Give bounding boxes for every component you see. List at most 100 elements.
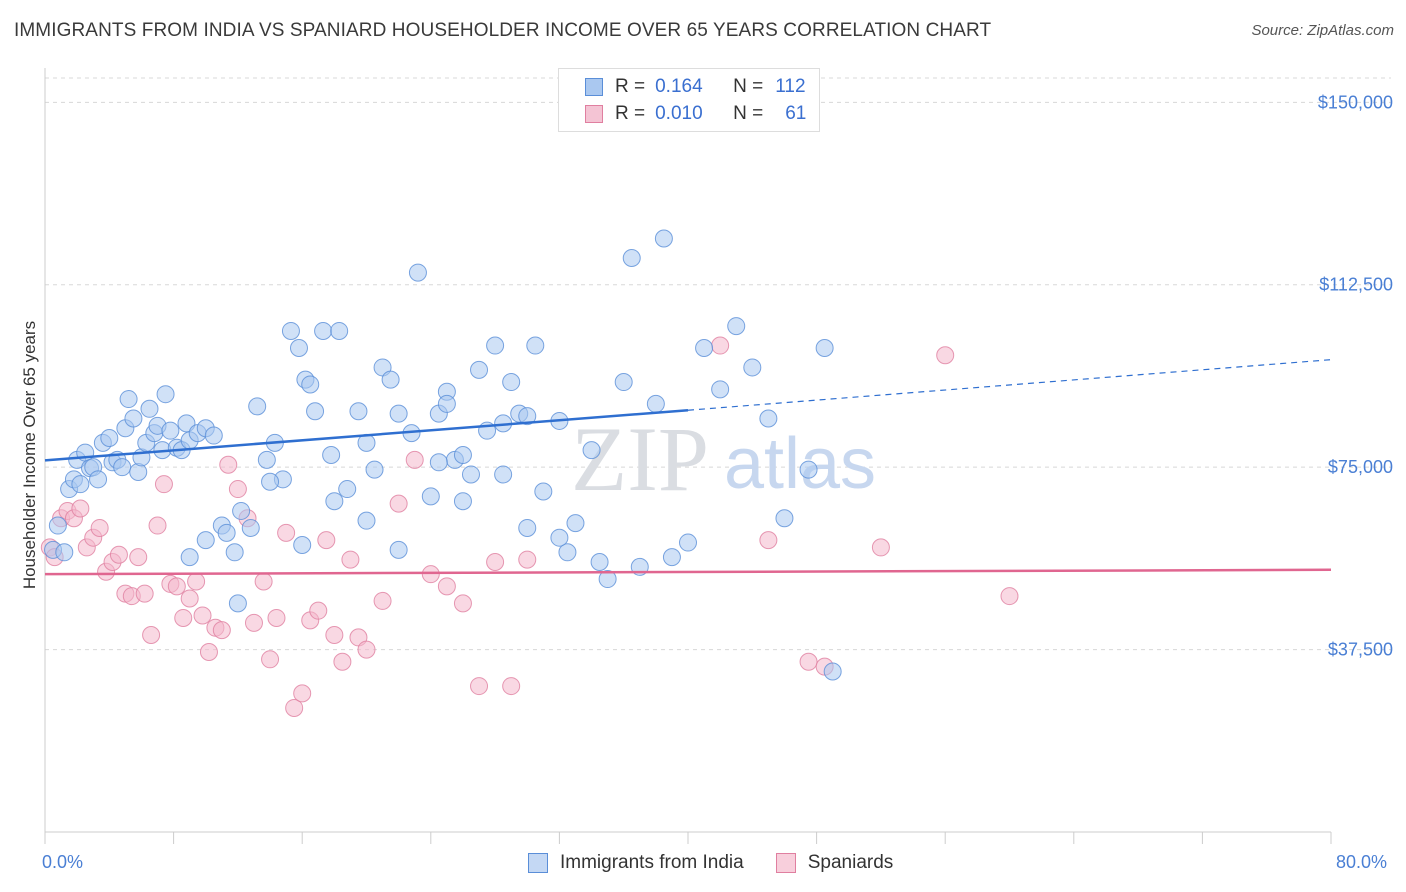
watermark-atlas: atlas bbox=[724, 424, 876, 504]
india-point bbox=[232, 501, 251, 520]
india-point bbox=[461, 465, 480, 484]
india-point bbox=[646, 394, 665, 413]
spaniards-point bbox=[167, 577, 186, 596]
india-points bbox=[44, 229, 842, 681]
trend-lines bbox=[44, 359, 1332, 576]
spaniards-point bbox=[212, 621, 231, 640]
india-point bbox=[225, 543, 244, 562]
india-point bbox=[322, 446, 341, 464]
spaniards-point bbox=[309, 601, 328, 620]
india-point bbox=[389, 540, 408, 559]
india-point bbox=[204, 426, 223, 445]
n-label: N = bbox=[733, 103, 764, 124]
india-point bbox=[217, 523, 236, 542]
correlation-legend: R = 0.164 N = 112 R = 0.010 N = 61 bbox=[558, 68, 820, 132]
spaniards-point bbox=[502, 677, 521, 696]
spaniards-point bbox=[261, 650, 280, 669]
r-label: R = bbox=[615, 103, 646, 124]
india-point bbox=[357, 511, 376, 530]
india-point bbox=[453, 492, 472, 511]
india-point bbox=[55, 543, 74, 562]
india-point bbox=[119, 390, 138, 409]
spaniards-point bbox=[174, 608, 193, 627]
spaniards-point bbox=[199, 643, 218, 662]
spaniards-point bbox=[193, 606, 212, 625]
spaniards-point bbox=[333, 652, 352, 671]
india-point bbox=[301, 375, 320, 394]
india-swatch bbox=[585, 78, 603, 96]
spaniards-point bbox=[293, 684, 312, 703]
spaniards-point bbox=[142, 625, 161, 644]
india-point bbox=[113, 458, 132, 477]
spaniards-point bbox=[1000, 587, 1019, 606]
india-point bbox=[261, 472, 280, 491]
spaniards-point bbox=[180, 589, 199, 608]
india-point bbox=[129, 463, 148, 482]
india-point bbox=[281, 321, 300, 340]
spaniards-point bbox=[341, 550, 360, 569]
series-legend: Immigrants from India Spaniards bbox=[528, 852, 925, 874]
spaniards-point bbox=[711, 336, 730, 355]
n-label: N = bbox=[733, 76, 764, 97]
india-legend-swatch bbox=[528, 853, 548, 873]
india-point bbox=[330, 321, 349, 340]
spaniards-point bbox=[518, 550, 537, 569]
india-trend-extension bbox=[687, 359, 1332, 411]
india-point bbox=[140, 399, 159, 418]
india-point bbox=[228, 594, 247, 613]
india-point bbox=[494, 465, 513, 484]
spaniards-point bbox=[148, 516, 167, 535]
spaniards-point bbox=[277, 523, 296, 542]
spaniards-point bbox=[357, 640, 376, 659]
x-max-label: 80.0% bbox=[1336, 852, 1388, 872]
india-point bbox=[89, 470, 108, 489]
legend-item-spain: Spaniards bbox=[775, 852, 894, 874]
spaniards-point bbox=[389, 494, 408, 513]
spaniards-point bbox=[437, 577, 456, 596]
india-point bbox=[550, 528, 569, 547]
india-point bbox=[306, 402, 325, 421]
india-point bbox=[293, 535, 312, 554]
india-point bbox=[654, 229, 673, 248]
spaniards-point bbox=[244, 613, 263, 632]
r-value: 0.164 bbox=[655, 76, 703, 97]
india-point bbox=[727, 317, 746, 336]
spaniards-point bbox=[285, 698, 304, 717]
india-point bbox=[408, 263, 427, 282]
india-point bbox=[314, 321, 333, 340]
india-point bbox=[161, 421, 180, 440]
india-point bbox=[48, 516, 67, 535]
spaniards-point bbox=[799, 652, 818, 671]
spain-legend-label: Spaniards bbox=[807, 852, 894, 873]
india-point bbox=[381, 370, 400, 389]
india-point bbox=[437, 394, 456, 413]
spaniards-point bbox=[154, 475, 173, 494]
spaniards-trend-line bbox=[44, 568, 1332, 576]
y-tick-labels: $37,500 $75,000 $112,500 $150,000 bbox=[1318, 92, 1393, 659]
spaniards-point bbox=[373, 591, 392, 610]
india-point bbox=[180, 548, 199, 567]
spaniards-point bbox=[317, 531, 336, 550]
india-point bbox=[349, 402, 368, 421]
spaniards-point bbox=[187, 572, 206, 591]
india-point bbox=[823, 662, 842, 681]
spaniards-point bbox=[470, 677, 489, 696]
spaniards-point bbox=[421, 565, 440, 584]
india-trend-line bbox=[44, 409, 689, 462]
india-point bbox=[325, 492, 344, 511]
y-tick-label: $150,000 bbox=[1318, 92, 1393, 112]
spaniards-point bbox=[129, 548, 148, 567]
spaniards-point bbox=[228, 480, 247, 499]
india-point bbox=[799, 460, 818, 479]
india-point bbox=[156, 385, 175, 404]
source-label: Source: ZipAtlas.com bbox=[1251, 22, 1394, 39]
india-point bbox=[289, 338, 308, 357]
india-point bbox=[622, 248, 641, 267]
india-point bbox=[365, 460, 384, 479]
india-point bbox=[241, 518, 260, 537]
india-point bbox=[518, 407, 537, 426]
n-value: 112 bbox=[775, 76, 806, 97]
india-point bbox=[124, 409, 143, 428]
y-tick-label: $37,500 bbox=[1328, 640, 1393, 660]
spain-legend-swatch bbox=[775, 853, 796, 873]
